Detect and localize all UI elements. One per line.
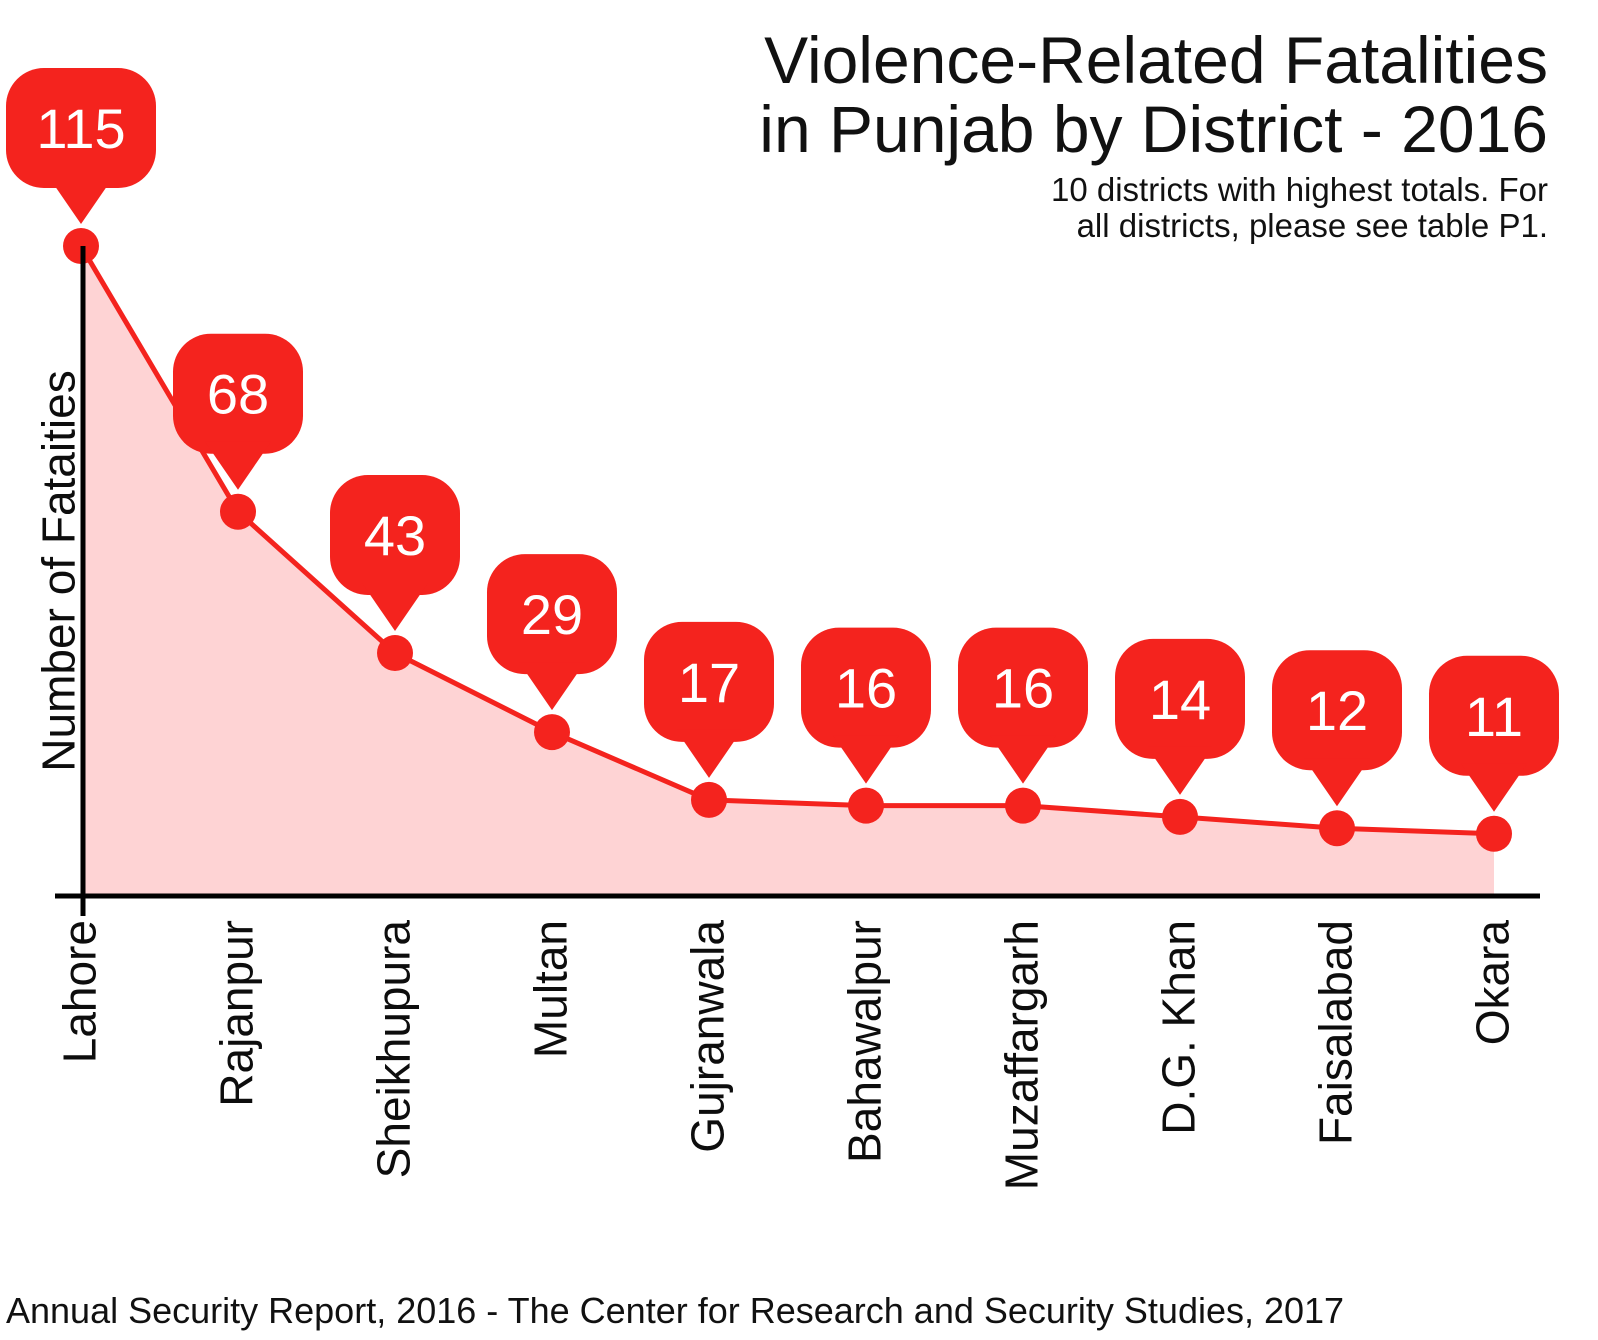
series-line: [78, 244, 1495, 837]
chart-subtitle: 10 districts with highest totals. For al…: [1051, 172, 1548, 243]
data-point-marker: [691, 781, 727, 818]
data-point-marker: [848, 787, 884, 824]
value-bubble-tail: [519, 662, 585, 711]
x-axis-label: Bahawalpur: [839, 920, 891, 1163]
value-bubble: [958, 627, 1088, 748]
bubble-value-label: 68: [207, 363, 269, 426]
value-bubble-tail: [48, 176, 114, 224]
x-axis-label: Okara: [1467, 920, 1519, 1046]
data-point-marker: [220, 493, 256, 530]
value-bubble: [644, 621, 774, 742]
bubble-value-label: 17: [678, 651, 740, 714]
chart-subtitle-line2: all districts, please see table P1.: [1076, 206, 1548, 244]
value-bubble: [173, 333, 303, 454]
value-bubble-tail: [676, 729, 742, 778]
bubble-value-label: 14: [1149, 668, 1211, 731]
area-fill: [81, 246, 1494, 894]
y-axis-title: Number of Fataities: [33, 370, 85, 771]
value-bubble: [6, 68, 156, 188]
data-point-marker: [1005, 787, 1041, 824]
value-bubble: [1115, 638, 1245, 759]
bubble-value-label: 16: [835, 657, 897, 720]
bubble-value-label: 115: [36, 97, 125, 160]
x-axis-label: Muzaffargarh: [996, 920, 1048, 1190]
value-bubble-tail: [1147, 746, 1213, 795]
data-point-marker: [377, 635, 413, 671]
data-point-marker: [1476, 815, 1512, 852]
chart-title: Violence-Related Fatalities in Punjab by…: [759, 23, 1548, 167]
x-axis-label: Sheikhupura: [368, 920, 420, 1179]
value-bubble: [487, 554, 617, 675]
bubble-value-label: 11: [1465, 685, 1523, 748]
chart-title-line1: Violence-Related Fatalities: [764, 23, 1548, 97]
value-bubble-tail: [205, 441, 271, 490]
x-axis-label: Gujranwala: [682, 920, 734, 1153]
chart-subtitle-line1: 10 districts with highest totals. For: [1050, 171, 1548, 208]
data-point-marker: [534, 714, 570, 751]
bubble-value-label: 29: [521, 583, 583, 646]
bubble-value-label: 16: [992, 657, 1054, 720]
value-bubble: [801, 627, 931, 748]
value-bubble-tail: [1461, 763, 1527, 812]
value-bubble-tail: [1304, 758, 1370, 807]
value-bubble: [1429, 655, 1559, 776]
chart-title-line2: in Punjab by District - 2016: [759, 92, 1548, 167]
data-point-marker: [1319, 810, 1355, 847]
value-bubble: [330, 475, 460, 595]
data-point-marker: [1162, 798, 1198, 835]
x-axis-label: D.G. Khan: [1153, 920, 1205, 1135]
value-bubble-tail: [990, 735, 1056, 784]
x-axis-label: Faisalabad: [1310, 920, 1362, 1145]
value-bubble-tail: [362, 583, 428, 631]
source-footer: Annual Security Report, 2016 - The Cente…: [6, 1290, 1345, 1331]
x-axis-label: Lahore: [54, 920, 106, 1063]
bubble-value-label: 12: [1306, 679, 1368, 742]
x-axis-label: Multan: [525, 920, 577, 1058]
x-axis-label: Rajanpur: [211, 920, 263, 1107]
value-bubble: [1272, 650, 1402, 771]
bubble-value-label: 43: [364, 504, 426, 567]
value-bubble-tail: [833, 735, 899, 784]
